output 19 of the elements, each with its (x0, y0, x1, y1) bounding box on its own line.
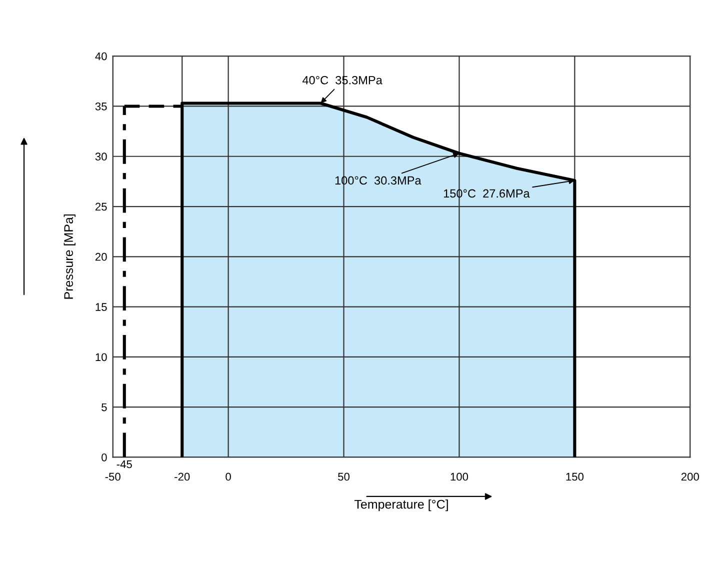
x-tick-label: 200 (681, 472, 699, 481)
y-tick-label: 35 (95, 102, 107, 110)
x-tick-label: 150 (566, 472, 584, 481)
y-tick-label: 25 (95, 202, 107, 211)
y-tick-label: 15 (96, 303, 107, 311)
y-tick-label: 30 (95, 152, 107, 161)
x-axis-title: Temperature [°C] (354, 500, 448, 512)
y-tick-label: 0 (102, 453, 107, 462)
y-axis-title: Pressure [MPa] (64, 214, 76, 299)
x-tick-label: 50 (338, 472, 350, 481)
annotation: -45 (116, 460, 132, 468)
y-tick-label: 5 (102, 403, 107, 412)
x-tick-label: 0 (226, 472, 231, 481)
y-tick-label: 10 (96, 353, 107, 362)
y-tick-label: 40 (95, 52, 107, 60)
x-tick-label: 100 (450, 472, 468, 481)
x-tick-label: -50 (105, 472, 120, 481)
x-tick-label: -20 (174, 472, 190, 481)
y-tick-label: 20 (95, 252, 107, 261)
